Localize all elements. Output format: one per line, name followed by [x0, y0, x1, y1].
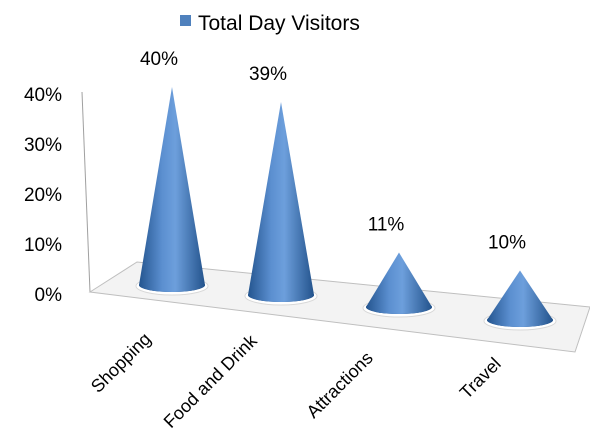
cone-body [139, 87, 205, 292]
legend: Total Day Visitors [180, 12, 360, 35]
data-label: 11% [368, 215, 405, 236]
data-label: 10% [488, 233, 526, 254]
data-labels: 40% 39% 11% 10% [140, 49, 526, 254]
axes [81, 91, 590, 353]
y-axis-line [81, 91, 91, 293]
y-tick-label: 40% [24, 85, 62, 106]
floor-plane [88, 261, 590, 353]
cone-bar [483, 270, 557, 331]
category-labels: Shopping Food and Drink Attractions Travel [87, 329, 505, 432]
data-label: 39% [249, 64, 287, 85]
data-label: 40% [140, 49, 178, 70]
y-axis-ticks: 0% 10% 20% 30% 40% [24, 85, 62, 306]
y-tick-label: 10% [24, 235, 62, 256]
cone-body [366, 252, 432, 314]
y-tick-label: 0% [35, 285, 63, 306]
legend-swatch [180, 15, 191, 26]
cone-bar [244, 101, 318, 306]
category-label: Shopping [87, 329, 155, 397]
legend-label: Total Day Visitors [198, 12, 360, 35]
y-tick-label: 20% [24, 185, 62, 206]
cone-body [487, 270, 553, 327]
category-label: Travel [456, 354, 505, 403]
category-label: Food and Drink [160, 330, 262, 432]
cone-series [135, 87, 557, 331]
cone-bar [135, 87, 209, 296]
category-label: Attractions [303, 348, 377, 422]
y-tick-label: 30% [24, 135, 62, 156]
cone-bar [362, 252, 436, 318]
cone-body [248, 101, 314, 302]
